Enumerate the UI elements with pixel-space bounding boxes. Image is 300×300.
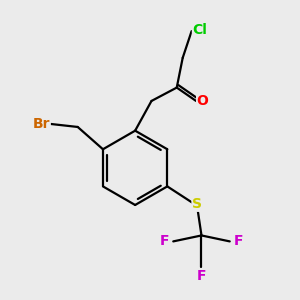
Text: S: S xyxy=(192,197,202,211)
Text: F: F xyxy=(160,234,170,248)
Text: Br: Br xyxy=(33,117,50,131)
Text: F: F xyxy=(233,234,243,248)
Text: O: O xyxy=(197,94,208,108)
Text: F: F xyxy=(197,269,206,283)
Text: Cl: Cl xyxy=(193,22,207,37)
